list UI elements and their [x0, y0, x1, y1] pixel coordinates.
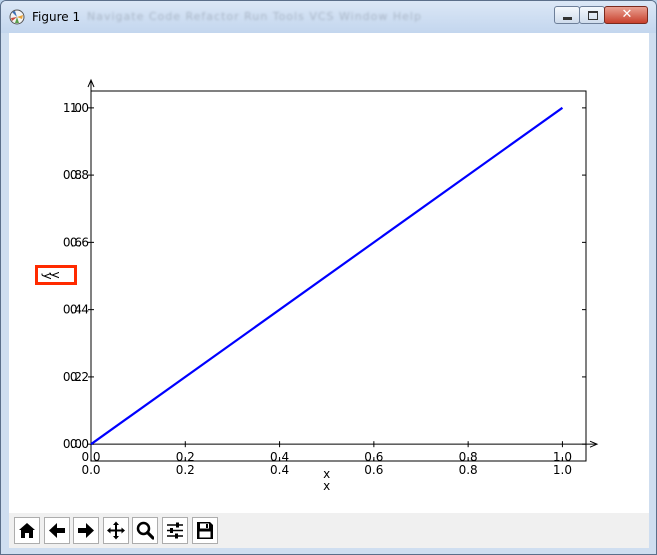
forward-button[interactable]: [73, 517, 99, 544]
y-tick-label-inner: 0.8: [63, 168, 82, 182]
y-tick-label: 0.0: [70, 437, 89, 451]
y-axis-arrowhead: [87, 78, 95, 88]
save-icon: [197, 522, 213, 539]
y-tick-label-inner: 0.0: [63, 437, 82, 451]
x-tick-label-inner: 0.6: [364, 450, 383, 464]
save-button[interactable]: [192, 517, 218, 544]
x-axis-arrowhead: [589, 440, 599, 448]
x-axis-label-duplicate: x: [323, 479, 330, 493]
ylabel-duplicate: y: [49, 271, 63, 279]
x-tick-label-inner: 1.0: [553, 450, 572, 464]
window-title: Figure 1: [32, 10, 81, 24]
arrow-left-icon: [49, 523, 65, 538]
y-tick-label: 0.4: [70, 303, 89, 317]
figure-canvas[interactable]: 0.0 0.0 0.2 0.2 0.4 0.4 0.6 0.6 0.8 0.8 1.0 1.0 0.0 0…: [9, 33, 649, 548]
sliders-icon: [167, 522, 183, 539]
title-bar[interactable]: Figure 1 Navigate Code Refactor Run Tool…: [1, 1, 656, 33]
x-tick-label-inner: 0.2: [176, 450, 195, 464]
home-icon: [19, 523, 35, 538]
minimize-button[interactable]: [554, 6, 580, 24]
y-tick-label: 0.6: [70, 235, 89, 249]
matplotlib-logo-icon: [9, 9, 25, 25]
x-tick-label: 0.8: [459, 463, 478, 477]
plot-area[interactable]: 0.00.00.20.20.40.40.60.60.80.81.01.00.00…: [9, 33, 649, 513]
magnifier-icon: [136, 521, 154, 540]
arrow-right-icon: [78, 523, 94, 538]
y-tick-label: 0.2: [70, 370, 89, 384]
y-tick-label-inner: 0.6: [63, 235, 82, 249]
move-icon: [107, 521, 125, 540]
subplots-button[interactable]: [162, 517, 188, 544]
x-axis-label: x: [323, 467, 330, 481]
x-tick-label: 1.0: [553, 463, 572, 477]
y-tick-label-inner: 0.4: [63, 303, 82, 317]
x-tick-label-inner: 0.8: [459, 450, 478, 464]
x-tick-label: 0.0: [81, 463, 100, 477]
back-button[interactable]: [44, 517, 70, 544]
y-tick-label: 0.8: [70, 168, 89, 182]
x-tick-label: 0.2: [176, 463, 195, 477]
zoom-button[interactable]: [132, 517, 158, 544]
background-menu-text: Navigate Code Refactor Run Tools VCS Win…: [87, 10, 422, 23]
x-tick-label: 0.6: [364, 463, 383, 477]
y-tick-label: 1.0: [70, 101, 89, 115]
pan-button[interactable]: [103, 517, 129, 544]
series-line: [90, 106, 564, 446]
close-button[interactable]: ✕: [604, 6, 648, 24]
x-tick-label-inner: 0.4: [270, 450, 289, 464]
y-tick-label-inner: 0.2: [63, 370, 82, 384]
ylabel-highlight-box: y: [35, 265, 77, 285]
x-tick-label: 0.4: [270, 463, 289, 477]
axes-frame: [90, 90, 587, 462]
maximize-button[interactable]: [579, 6, 605, 24]
home-button[interactable]: [14, 517, 40, 544]
y-tick-label-inner: 1.0: [63, 101, 82, 115]
close-icon: ✕: [621, 7, 633, 22]
navigation-toolbar: [9, 513, 649, 548]
y-axis-label: y: [41, 272, 55, 279]
x-tick-label-inner: 0.0: [81, 450, 100, 464]
